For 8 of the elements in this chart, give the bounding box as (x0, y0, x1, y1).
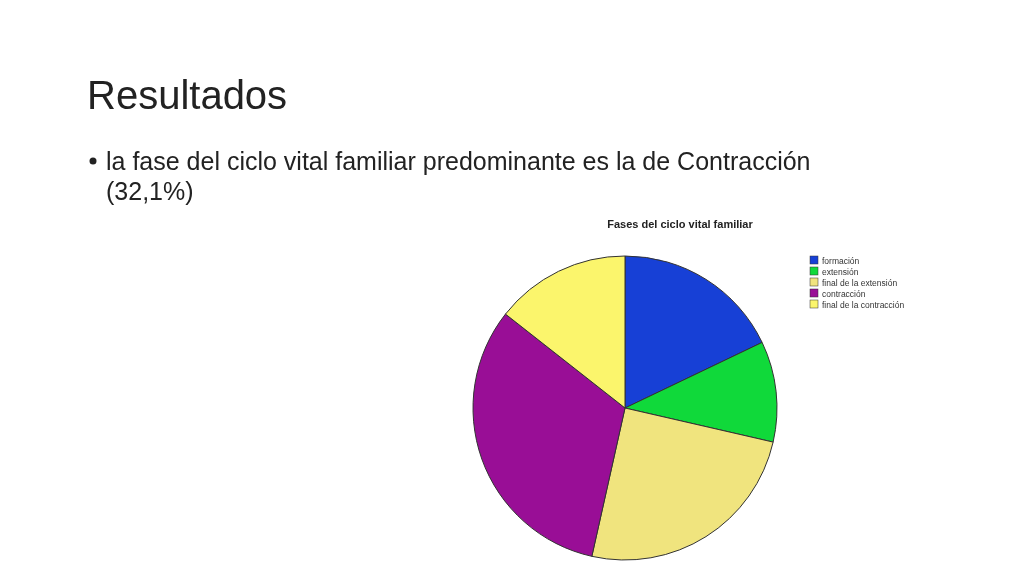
legend-label: final de la contracción (822, 299, 905, 310)
chart-title: Fases del ciclo vital familiar (607, 218, 754, 230)
legend-label: final de la extensión (822, 277, 898, 288)
legend-label: formación (822, 255, 860, 266)
text: la fase del ciclo vital familiar predominante es la de Contracción (32,1%) (106, 147, 811, 205)
legend-label: contracción (822, 288, 866, 299)
legend-label: extensión (822, 266, 859, 277)
text: Resultados (87, 73, 288, 117)
